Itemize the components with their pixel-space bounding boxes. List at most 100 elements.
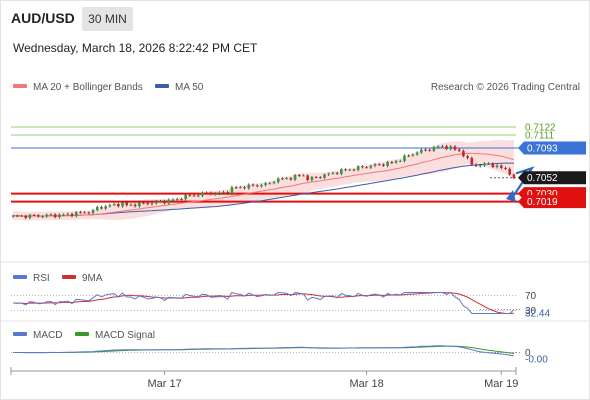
candle-body <box>424 149 427 151</box>
candle-body <box>348 169 352 171</box>
candle-body <box>310 176 314 181</box>
candle-body <box>129 204 133 206</box>
candle-body <box>297 175 301 177</box>
candle-body <box>478 165 482 167</box>
candle-body <box>255 185 259 187</box>
candle-body <box>167 199 171 204</box>
candle-body <box>150 203 154 205</box>
candle-body <box>327 173 331 175</box>
candle-body <box>239 187 242 189</box>
candle-body <box>264 183 267 185</box>
candle-body <box>314 176 318 178</box>
macd-line <box>13 345 514 357</box>
candle-body <box>365 167 368 169</box>
candle-body <box>420 149 423 153</box>
macd-signal-legend-label: MACD Signal <box>95 330 155 341</box>
candle-body <box>344 169 347 171</box>
candle-body <box>32 214 36 216</box>
timeframe-badge[interactable]: 30 MIN <box>82 7 133 31</box>
candle-body <box>407 155 410 157</box>
x-axis-ticks: Mar 17 Mar 18 Mar 19 <box>10 367 518 390</box>
candle-body <box>45 214 49 217</box>
candle-body <box>331 172 335 174</box>
support-2-tag <box>518 195 586 209</box>
forecast-arrow <box>511 166 535 199</box>
candle-body <box>504 167 507 169</box>
candle-body <box>87 212 91 214</box>
candle-body <box>205 192 208 194</box>
pivot-label: 0.7093 <box>527 144 558 155</box>
candle-body <box>62 214 65 216</box>
candle-body <box>466 156 469 158</box>
candle-body <box>100 206 103 209</box>
candle-body <box>276 178 280 183</box>
candle-body <box>117 204 120 207</box>
macd-current-label: -0.00 <box>525 355 548 366</box>
candle-body <box>302 175 305 177</box>
macd-legend-swatch <box>13 332 27 336</box>
rsi-line <box>13 291 515 314</box>
candle-body <box>340 169 343 174</box>
watermark: Research © 2026 Trading Central <box>431 82 580 93</box>
candle-body <box>394 161 398 163</box>
rsi-ma-legend-swatch <box>62 275 76 279</box>
candle-body <box>403 155 406 161</box>
candle-body <box>386 162 389 166</box>
candle-body <box>125 202 129 206</box>
candle-body <box>95 206 99 211</box>
macd-panel: 0-0.00 <box>11 345 548 366</box>
candle-body <box>146 203 150 205</box>
candle-body <box>499 165 503 168</box>
candle-body <box>306 175 309 181</box>
candle-body <box>373 164 377 166</box>
candle-body <box>352 169 356 171</box>
ma50-legend-label: MA 50 <box>175 82 204 93</box>
candle-body <box>159 201 162 203</box>
candle-body <box>508 168 511 175</box>
forecast-arrow-head <box>506 190 516 202</box>
candle-body <box>382 164 385 166</box>
candle-body <box>196 195 200 197</box>
rsi-legend-swatch <box>13 275 27 279</box>
candle-body <box>79 212 82 214</box>
candle-body <box>432 147 436 151</box>
candle-body <box>41 216 44 218</box>
candle-body <box>188 194 192 196</box>
macd-level-label: 0 <box>525 348 531 359</box>
candle-body <box>289 178 293 180</box>
candle-body <box>226 192 230 194</box>
candle-body <box>243 187 246 189</box>
candle-body <box>356 166 360 170</box>
candle-body <box>49 214 53 216</box>
candle-body <box>323 174 326 178</box>
x-tick-label: Mar 19 <box>484 378 518 390</box>
chart-header: AUD/USD 30 MIN Wednesday, March 18, 2026… <box>0 0 590 70</box>
x-tick-label: Mar 17 <box>147 378 181 390</box>
candle-body <box>133 204 137 207</box>
candle-body <box>369 165 373 168</box>
bollinger-band <box>13 140 514 221</box>
instrument-title: AUD/USD <box>11 10 75 26</box>
candle-body <box>281 178 284 180</box>
candle-body <box>112 204 116 206</box>
candle-body <box>163 201 166 204</box>
candle-body <box>37 215 40 217</box>
candle-body <box>142 202 145 204</box>
resistance-2-label: 0.7122 <box>525 122 556 133</box>
macd-legend-label: MACD <box>33 330 62 341</box>
candle-body <box>457 149 461 151</box>
candle-body <box>319 177 322 179</box>
candle-body <box>201 192 204 196</box>
candle-body <box>58 214 61 218</box>
candle-body <box>377 164 381 166</box>
resistance-1-label: 0.7111 <box>525 130 555 141</box>
ma50-legend-swatch <box>155 84 169 88</box>
candle-body <box>390 162 394 164</box>
candle-body <box>53 214 57 218</box>
candle-body <box>83 212 86 214</box>
candle-body <box>491 163 495 168</box>
candle-body <box>20 215 23 217</box>
candle-body <box>192 195 196 197</box>
